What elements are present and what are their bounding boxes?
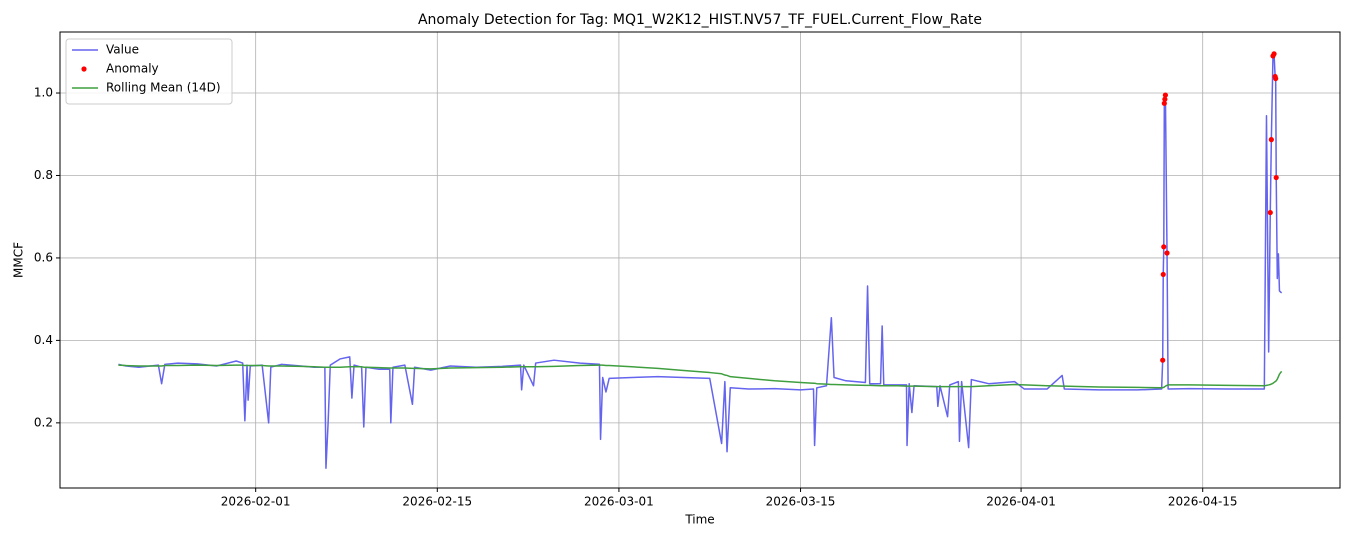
anomaly-point: [1162, 96, 1168, 102]
x-tick-label: 2026-03-15: [766, 495, 836, 509]
anomaly-point: [1161, 100, 1167, 106]
x-tick-label: 2026-02-15: [402, 495, 472, 509]
chart-title: Anomaly Detection for Tag: MQ1_W2K12_HIS…: [418, 12, 982, 28]
y-tick-label: 0.4: [34, 333, 53, 347]
anomaly-point: [1268, 137, 1274, 143]
anomaly-point: [1162, 92, 1169, 98]
anomaly-point: [1271, 51, 1277, 57]
y-tick-label: 0.2: [34, 415, 53, 429]
legend-label: Rolling Mean (14D): [106, 81, 221, 95]
anomaly-point: [1164, 250, 1170, 256]
y-tick-label: 0.8: [34, 168, 53, 182]
legend-label: Anomaly: [106, 62, 159, 76]
x-tick-label: 2026-02-01: [221, 495, 291, 509]
x-tick-label: 2026-04-01: [986, 495, 1056, 509]
anomaly-point: [1160, 357, 1166, 363]
anomaly-point: [1267, 209, 1273, 216]
legend-label: Value: [106, 43, 139, 57]
data-line: [118, 53, 1283, 469]
anomaly-point: [1273, 75, 1279, 82]
y-tick-label: 0.6: [34, 250, 53, 264]
x-tick-label: 2026-03-01: [584, 495, 654, 509]
plot-frame: [59, 31, 1341, 489]
x-tick-label: 2026-04-15: [1168, 495, 1238, 509]
anomaly-point: [1273, 174, 1279, 181]
legend-box: [65, 38, 233, 105]
data-line: [118, 364, 1283, 389]
x-axis-label: Time: [684, 513, 714, 527]
anomaly-point: [1161, 244, 1167, 250]
legend: Value Anomaly Rolling Mean (14D): [65, 38, 233, 105]
anomaly-point: [1160, 271, 1166, 278]
y-tick-label: 1.0: [34, 86, 53, 100]
y-axis-label: MMCF: [12, 242, 26, 278]
legend-marker: [81, 66, 87, 72]
